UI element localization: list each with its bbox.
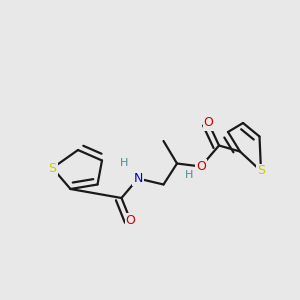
Text: S: S (49, 161, 56, 175)
Text: S: S (257, 164, 265, 178)
Text: O: O (126, 214, 135, 227)
Text: N: N (133, 172, 143, 185)
Text: H: H (185, 170, 193, 181)
Text: H: H (120, 158, 129, 169)
Text: O: O (204, 116, 213, 130)
Text: O: O (196, 160, 206, 173)
